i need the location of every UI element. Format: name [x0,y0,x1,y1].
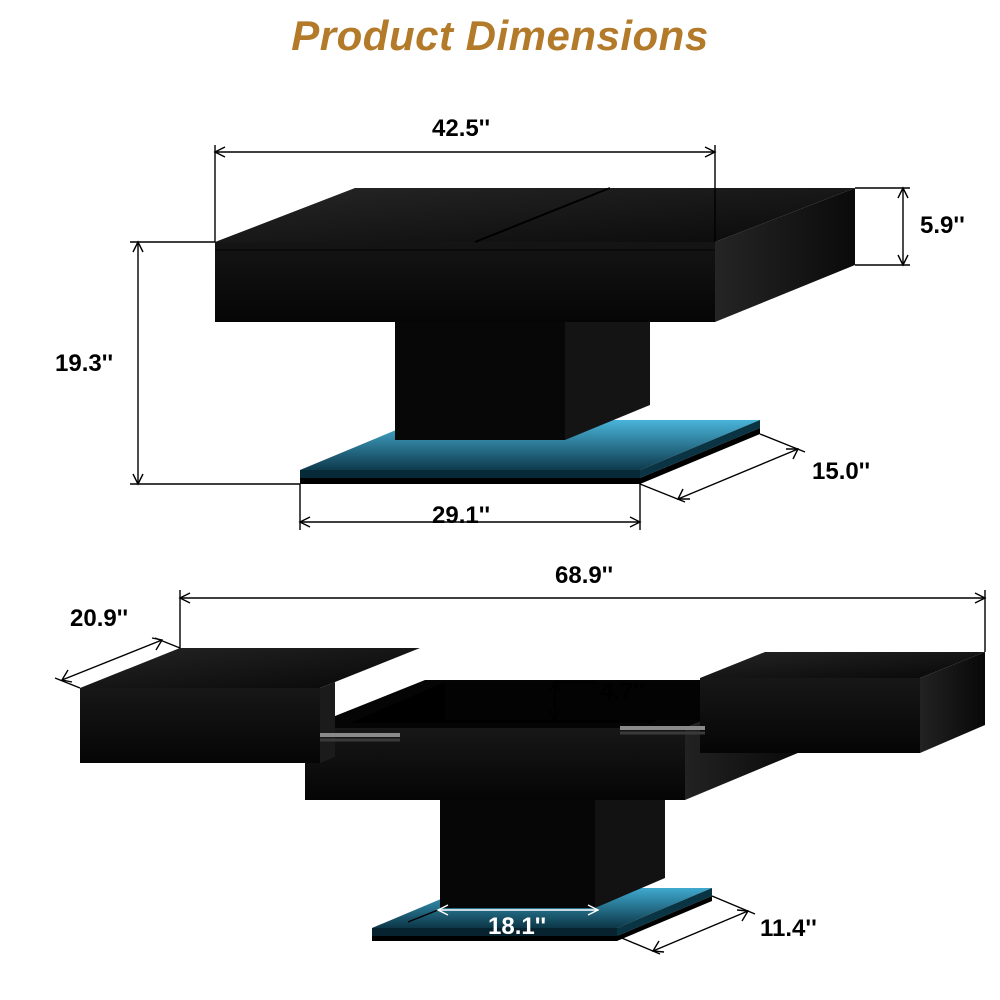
dim-open-ped-depth: 11.4'' [760,915,817,943]
dim-open-depth: 20.9'' [70,605,128,633]
closed-view-drawing [0,70,1000,500]
pedestal-front [395,322,565,440]
closed-view: 42.5'' 5.9'' 19.3'' 29.1'' 15.0'' [0,70,1000,500]
dim-base-depth: 15.0'' [812,458,870,486]
open-pedestal-front [440,800,595,908]
dim-open-ped-width: 18.1'' [488,913,546,941]
dim-open-full-width: 68.9'' [555,562,613,590]
page-title: Product Dimensions [291,12,708,60]
dim-top-thickness: 5.9'' [920,212,965,240]
tabletop-front [215,242,715,322]
open-left-inneredge [320,682,335,763]
dim-height: 19.3'' [55,350,113,378]
open-right-front [700,678,920,753]
base-trim-front [300,478,640,484]
open-left-top [80,648,420,688]
open-view: 20.9'' 68.9'' 4.7'' 18.1'' 11.4'' [0,520,1000,990]
open-left-front [80,688,320,763]
dim-width-top: 42.5'' [432,115,490,143]
dim-open-inner-depth: 4.7'' [600,678,645,706]
base-plate-front [300,470,640,478]
